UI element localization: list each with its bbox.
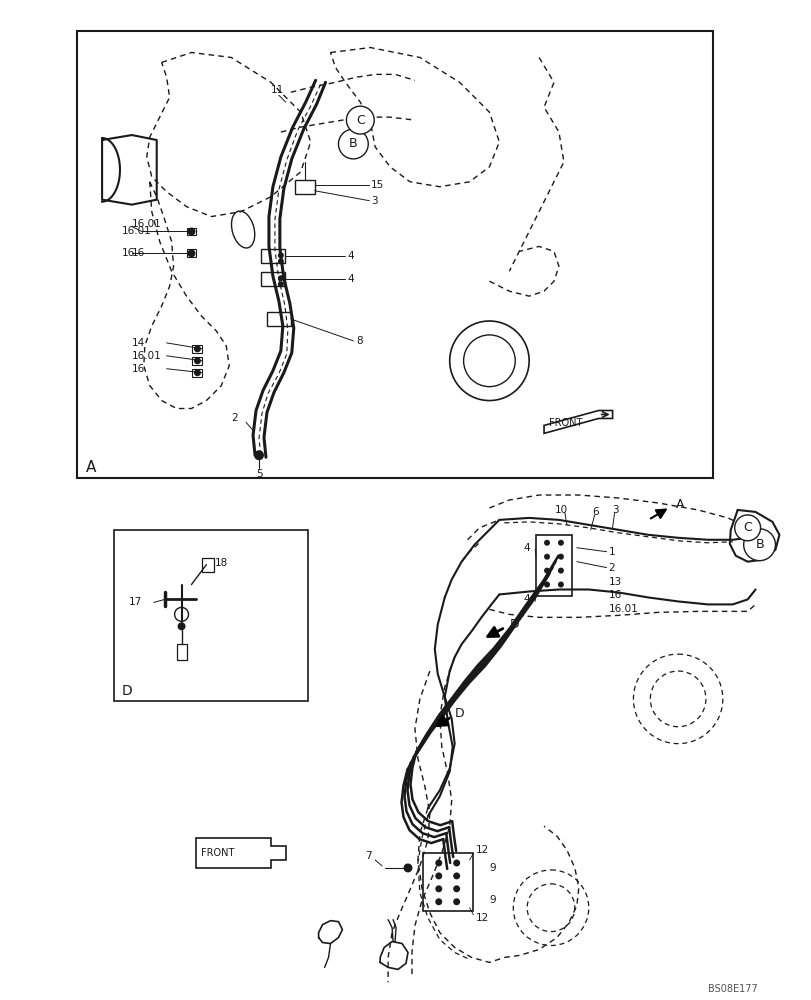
Text: 3: 3 xyxy=(611,505,619,515)
Text: A: A xyxy=(676,498,684,511)
Text: 12: 12 xyxy=(475,913,488,923)
Circle shape xyxy=(743,529,775,561)
Bar xyxy=(192,345,202,353)
Circle shape xyxy=(277,281,284,287)
Text: 4: 4 xyxy=(347,251,354,261)
Bar xyxy=(176,644,187,660)
Text: 7: 7 xyxy=(365,851,371,861)
Bar xyxy=(77,31,712,478)
Circle shape xyxy=(254,450,264,460)
Text: A: A xyxy=(86,460,97,475)
Text: 6: 6 xyxy=(592,507,599,517)
Circle shape xyxy=(194,369,200,376)
Circle shape xyxy=(277,252,284,258)
Circle shape xyxy=(346,106,374,134)
Circle shape xyxy=(453,859,460,866)
Text: 16.01: 16.01 xyxy=(131,219,161,229)
Text: 14: 14 xyxy=(131,338,145,348)
Text: 10: 10 xyxy=(554,505,568,515)
Text: 4: 4 xyxy=(347,274,354,284)
Bar xyxy=(260,272,285,286)
Circle shape xyxy=(453,872,460,879)
Circle shape xyxy=(277,275,284,281)
Circle shape xyxy=(453,898,460,905)
Text: 17: 17 xyxy=(129,597,142,607)
Text: 9: 9 xyxy=(489,863,496,873)
Circle shape xyxy=(557,568,563,574)
Text: 8: 8 xyxy=(356,336,363,346)
Text: 4: 4 xyxy=(522,594,529,604)
Bar xyxy=(535,535,571,596)
Circle shape xyxy=(543,540,549,546)
Bar xyxy=(114,530,307,701)
Circle shape xyxy=(543,582,549,588)
Circle shape xyxy=(435,885,442,892)
Text: 3: 3 xyxy=(371,196,377,206)
Circle shape xyxy=(453,885,460,892)
Text: 18: 18 xyxy=(214,558,227,568)
Text: B: B xyxy=(754,538,763,551)
Bar xyxy=(294,180,314,194)
Text: 16: 16 xyxy=(131,248,145,258)
Bar xyxy=(260,249,285,263)
Text: 5: 5 xyxy=(255,469,262,479)
Bar xyxy=(187,228,196,235)
Circle shape xyxy=(734,515,760,541)
Bar xyxy=(192,357,202,365)
Text: D: D xyxy=(122,684,132,698)
Text: 9: 9 xyxy=(489,895,496,905)
Text: 13: 13 xyxy=(608,577,621,587)
Circle shape xyxy=(557,554,563,560)
Text: BS08E177: BS08E177 xyxy=(707,984,757,994)
Circle shape xyxy=(435,859,442,866)
Text: C: C xyxy=(742,521,751,534)
Circle shape xyxy=(403,863,412,872)
Text: 16: 16 xyxy=(131,364,145,374)
Circle shape xyxy=(543,568,549,574)
Circle shape xyxy=(557,540,563,546)
Text: FRONT: FRONT xyxy=(548,418,581,428)
Text: D: D xyxy=(454,707,464,720)
Circle shape xyxy=(543,554,549,560)
Text: 2: 2 xyxy=(608,563,615,573)
Text: 2: 2 xyxy=(231,413,238,423)
Text: 16.01: 16.01 xyxy=(122,227,152,236)
Text: 15: 15 xyxy=(371,180,384,190)
Text: C: C xyxy=(355,114,364,127)
Circle shape xyxy=(187,249,195,257)
Circle shape xyxy=(557,582,563,588)
Bar xyxy=(267,312,290,326)
Circle shape xyxy=(194,345,200,352)
Text: 16: 16 xyxy=(122,248,135,258)
Text: 11: 11 xyxy=(271,85,284,95)
Text: 4: 4 xyxy=(522,543,529,553)
Circle shape xyxy=(435,898,442,905)
Text: D: D xyxy=(508,618,518,631)
Circle shape xyxy=(338,129,368,159)
Text: 12: 12 xyxy=(475,845,488,855)
Text: B: B xyxy=(349,137,357,150)
Bar xyxy=(192,369,202,377)
Text: FRONT: FRONT xyxy=(201,848,234,858)
Text: 16: 16 xyxy=(608,590,621,600)
Circle shape xyxy=(194,357,200,364)
Text: 16.01: 16.01 xyxy=(608,604,637,614)
Circle shape xyxy=(187,228,195,235)
Circle shape xyxy=(435,872,442,879)
Text: 1: 1 xyxy=(608,547,615,557)
Bar xyxy=(202,558,214,572)
Bar xyxy=(187,249,196,257)
Bar xyxy=(423,853,472,911)
Text: 16.01: 16.01 xyxy=(131,351,161,361)
Circle shape xyxy=(178,622,185,630)
Circle shape xyxy=(277,258,284,264)
